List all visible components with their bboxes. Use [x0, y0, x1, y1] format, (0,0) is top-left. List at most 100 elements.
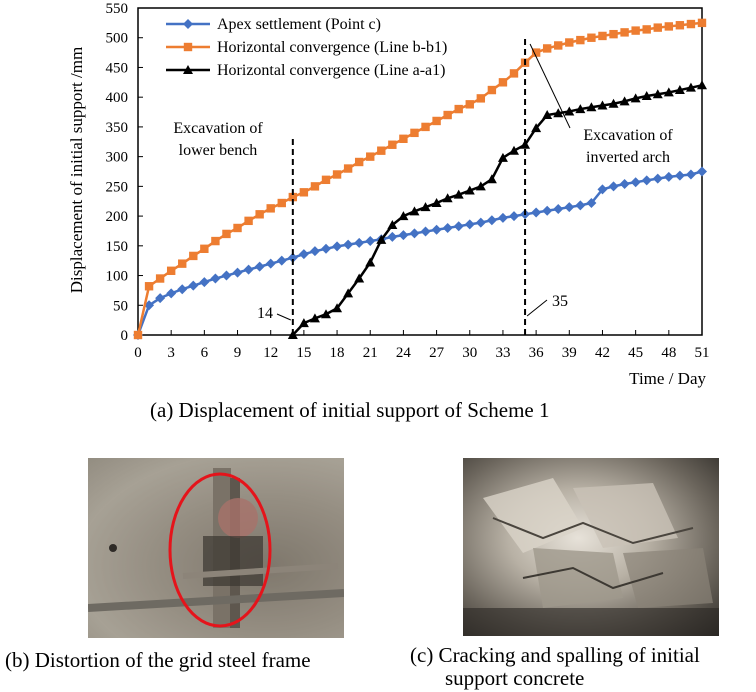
distortion-highlight-ellipse: [168, 472, 272, 628]
grid-steel-frame-illustration: [88, 458, 344, 638]
data-point: [277, 198, 286, 208]
x-tick-label: 39: [562, 345, 577, 361]
data-point: [464, 219, 475, 230]
day-35-label: 35: [552, 293, 568, 310]
data-point: [674, 85, 685, 95]
data-point: [254, 261, 265, 272]
legend-entry: Horizontal convergence (Line a-a1): [217, 62, 445, 79]
y-tick-label: 100: [106, 269, 129, 285]
y-tick-label: 300: [106, 150, 129, 166]
data-point: [288, 192, 298, 202]
data-point: [354, 157, 364, 167]
x-tick-label: 21: [363, 345, 378, 361]
chart-axes: [137, 7, 703, 336]
x-tick-label: 51: [695, 345, 710, 361]
data-point: [653, 23, 662, 32]
data-point: [387, 231, 398, 242]
data-point: [608, 181, 619, 192]
data-point: [486, 174, 497, 184]
data-point: [608, 98, 619, 108]
data-point: [365, 236, 376, 247]
inverted-arch-label: inverted arch: [586, 149, 670, 166]
data-point: [420, 226, 431, 237]
data-point: [244, 216, 253, 226]
x-tick-label: 3: [167, 345, 175, 361]
data-point: [409, 228, 420, 239]
data-point: [486, 215, 497, 226]
data-point: [431, 198, 442, 208]
data-point: [376, 234, 387, 244]
data-point: [332, 303, 343, 313]
x-tick-label: 42: [595, 345, 610, 361]
data-point: [388, 140, 397, 149]
y-tick-label: 400: [106, 90, 129, 106]
data-point: [598, 31, 607, 41]
series-2: [287, 80, 707, 339]
data-point: [453, 189, 464, 199]
series-line: [136, 21, 703, 336]
data-point: [343, 288, 354, 298]
data-point: [178, 259, 187, 268]
data-point: [354, 237, 365, 248]
displacement-chart: 0 3 6 9 12 15 18 21 24 27 30 33 36 39 42 45 48 51 0501001…: [67, 1, 710, 388]
data-point: [475, 217, 486, 228]
data-point: [199, 277, 210, 288]
data-point: [465, 100, 474, 109]
data-point: [597, 100, 608, 110]
data-point: [421, 122, 430, 132]
data-point: [321, 309, 331, 319]
data-point: [686, 19, 696, 29]
data-point: [630, 93, 641, 103]
inverted-arch-pointer: [529, 43, 571, 129]
data-point: [642, 25, 651, 34]
x-axis-label: Time / Day: [629, 369, 706, 388]
x-tick-label: 9: [234, 345, 242, 361]
data-point: [298, 249, 309, 260]
data-point: [243, 264, 254, 275]
data-point: [166, 288, 177, 299]
x-tick-label: 45: [628, 345, 643, 361]
x-tick-label: 15: [296, 345, 311, 361]
data-point: [576, 35, 585, 45]
y-tick-label: 150: [106, 239, 129, 255]
x-tick-labels: 0 3 6 9 12 15 18 21 24 27 30 33 36 39 42 45 48 51: [134, 345, 709, 361]
series-1: [133, 18, 707, 340]
data-point: [183, 42, 193, 52]
data-point: [553, 108, 564, 118]
data-point: [498, 78, 508, 87]
data-point: [586, 102, 597, 112]
data-point: [299, 188, 309, 197]
data-point: [321, 243, 331, 254]
data-point: [432, 116, 441, 126]
y-tick-label: 250: [106, 179, 129, 195]
data-point: [564, 202, 575, 213]
data-point: [641, 175, 652, 186]
data-point: [565, 38, 574, 47]
photo-grid-steel-frame: [88, 458, 344, 638]
data-point: [675, 21, 685, 30]
chart-series: [133, 18, 707, 340]
data-point: [697, 166, 707, 177]
data-point: [189, 251, 198, 261]
data-point: [332, 170, 342, 179]
data-point: [409, 206, 420, 216]
data-point: [377, 146, 386, 155]
series-0: [133, 166, 707, 340]
data-point: [233, 223, 242, 233]
data-point: [166, 266, 176, 275]
data-point: [453, 221, 464, 232]
data-point: [310, 182, 320, 191]
data-point: [542, 205, 553, 216]
data-point: [309, 313, 320, 323]
data-point: [183, 65, 193, 74]
data-point: [542, 44, 552, 53]
data-point: [399, 134, 408, 143]
data-point: [631, 26, 640, 35]
data-point: [597, 184, 608, 195]
y-tick-labels: 0 50 100 150 200 250 300 350 400 450 500 550: [106, 1, 129, 344]
data-point: [685, 82, 696, 92]
x-tick-label: 18: [330, 345, 345, 361]
data-point: [586, 198, 597, 209]
y-tick-label: 200: [106, 209, 129, 225]
photo-cracked-concrete: [463, 458, 719, 636]
